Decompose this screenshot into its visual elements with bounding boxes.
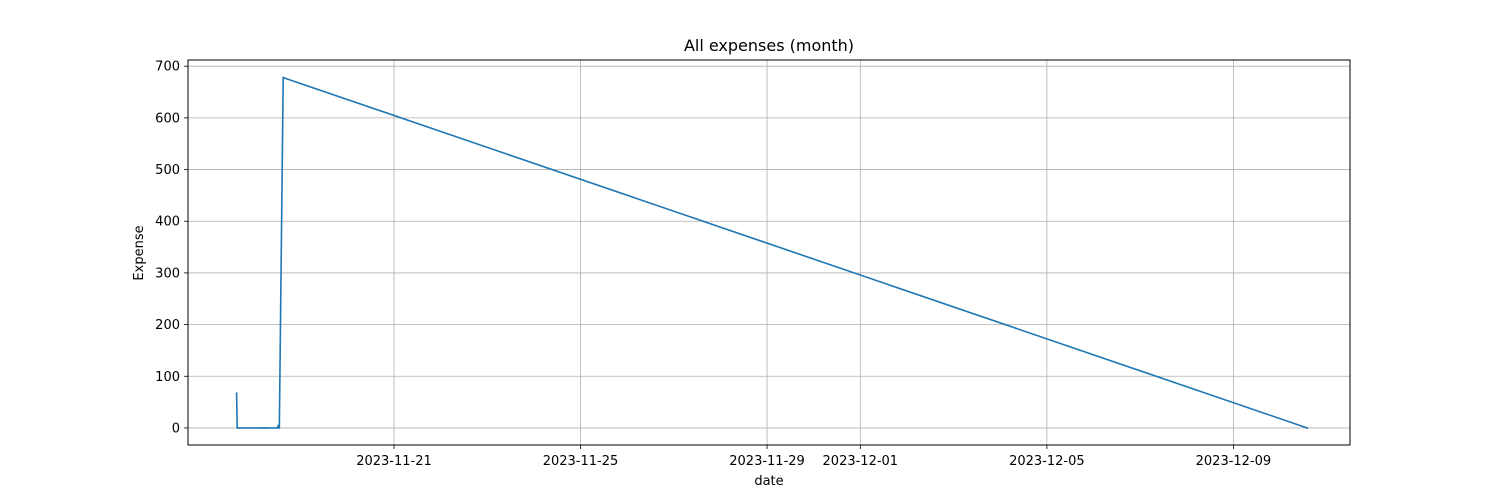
x-tick-label: 2023-11-29 [729, 454, 805, 469]
chart-title: All expenses (month) [684, 36, 854, 55]
series-layer [235, 76, 1309, 429]
x-axis-label: date [754, 474, 783, 489]
x-tick-label: 2023-12-01 [823, 454, 899, 469]
data-point [236, 427, 239, 429]
data-point [278, 427, 281, 429]
x-tick-label: 2023-12-05 [1009, 454, 1085, 469]
y-tick-label: 100 [155, 370, 180, 385]
y-tick-label: 200 [155, 318, 180, 333]
y-tick-label: 600 [155, 111, 180, 126]
x-tick-label: 2023-11-25 [543, 454, 619, 469]
y-axis-ticks: 0 100 200 300 400 500 600 700 [155, 60, 188, 436]
y-tick-label: 0 [172, 421, 180, 436]
data-point [277, 424, 280, 427]
y-tick-label: 700 [155, 60, 180, 75]
y-axis-label: Expense [132, 225, 147, 280]
x-tick-label: 2023-11-21 [356, 454, 432, 469]
grid-layer [188, 60, 1350, 445]
series-line-0 [235, 76, 1309, 429]
data-point [1306, 427, 1309, 429]
x-axis-ticks: 2023-11-21 2023-11-25 2023-11-29 2023-12-01… [356, 445, 1271, 469]
data-point [276, 427, 279, 429]
y-tick-label: 500 [155, 163, 180, 178]
data-point [235, 392, 238, 395]
data-point [260, 427, 263, 429]
y-tick-label: 400 [155, 215, 180, 230]
data-point [264, 427, 267, 429]
x-tick-label: 2023-12-09 [1196, 454, 1272, 469]
plot-frame [187, 59, 1351, 446]
y-tick-label: 300 [155, 266, 180, 281]
data-point [282, 76, 285, 79]
